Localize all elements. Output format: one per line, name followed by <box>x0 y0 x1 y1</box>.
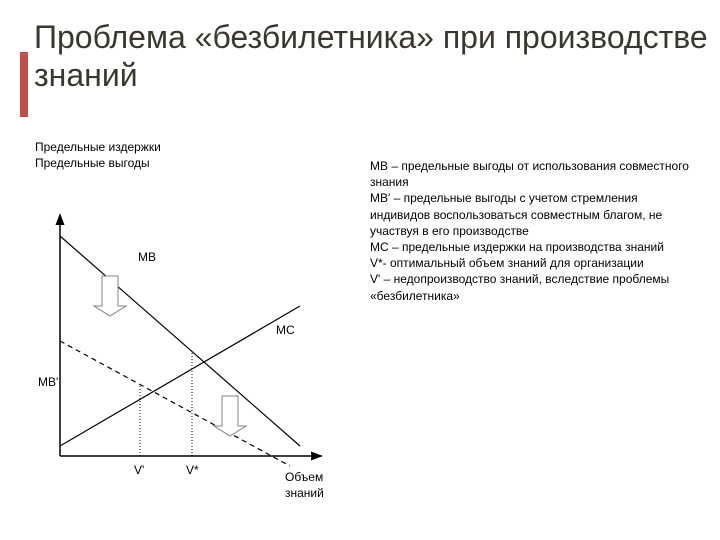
y-axis-label-line: Предельные выгоды <box>35 156 161 172</box>
accent-bar <box>20 52 28 117</box>
x-axis-label: Объем знаний <box>285 470 350 501</box>
slide-title: Проблема «безбилетника» при производстве… <box>34 18 720 95</box>
legend-line: MB' – предельные выгоды с учетом стремле… <box>370 190 700 239</box>
svg-text:V*: V* <box>186 463 199 477</box>
chart: Предельные издержкиПредельные выгоды MB M… <box>30 140 350 470</box>
legend-line: MC – предельные издержки на производства… <box>370 239 700 255</box>
legend-line: V*- оптимальный объем знаний для организ… <box>370 255 700 271</box>
svg-text:MB: MB <box>138 250 156 264</box>
svg-text:MB': MB' <box>38 375 58 389</box>
legend-text: MB – предельные выгоды от использования … <box>370 158 700 304</box>
chart-svg: MB MB' MC V' V* <box>30 176 330 486</box>
svg-text:MC: MC <box>276 323 295 337</box>
slide: Проблема «безбилетника» при производстве… <box>0 0 720 540</box>
legend-line: MB – предельные выгоды от использования … <box>370 158 700 190</box>
y-axis-label: Предельные издержкиПредельные выгоды <box>35 140 161 171</box>
y-axis-label-line: Предельные издержки <box>35 140 161 156</box>
svg-text:V': V' <box>134 463 144 477</box>
legend-line: V' – недопроизводство знаний, вследствие… <box>370 271 700 303</box>
